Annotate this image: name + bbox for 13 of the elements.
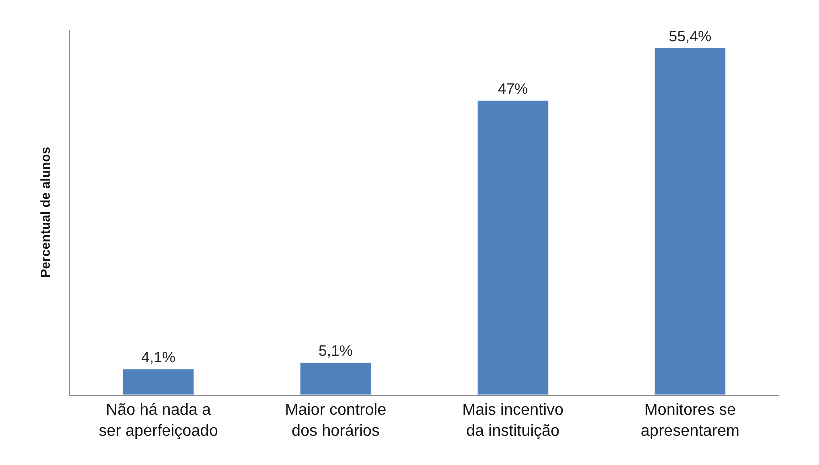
y-axis-title: Percentual de alunos (38, 147, 53, 278)
data-label: 4,1% (142, 349, 176, 366)
x-tick-label: Maior controle dos horários (285, 402, 387, 440)
bar (654, 48, 726, 395)
bar (122, 369, 194, 395)
data-label: 47% (498, 80, 528, 98)
x-tick-label: Não há nada a ser aperfeiçoado (99, 402, 218, 440)
data-label: 5,1% (318, 343, 353, 360)
x-tick-label: Monitores se apresentarem (641, 402, 740, 440)
bar (477, 100, 549, 395)
bar (300, 362, 372, 395)
data-label: 55,4% (669, 28, 712, 46)
x-tick-label: Mais incentivo da instituição (462, 402, 564, 440)
